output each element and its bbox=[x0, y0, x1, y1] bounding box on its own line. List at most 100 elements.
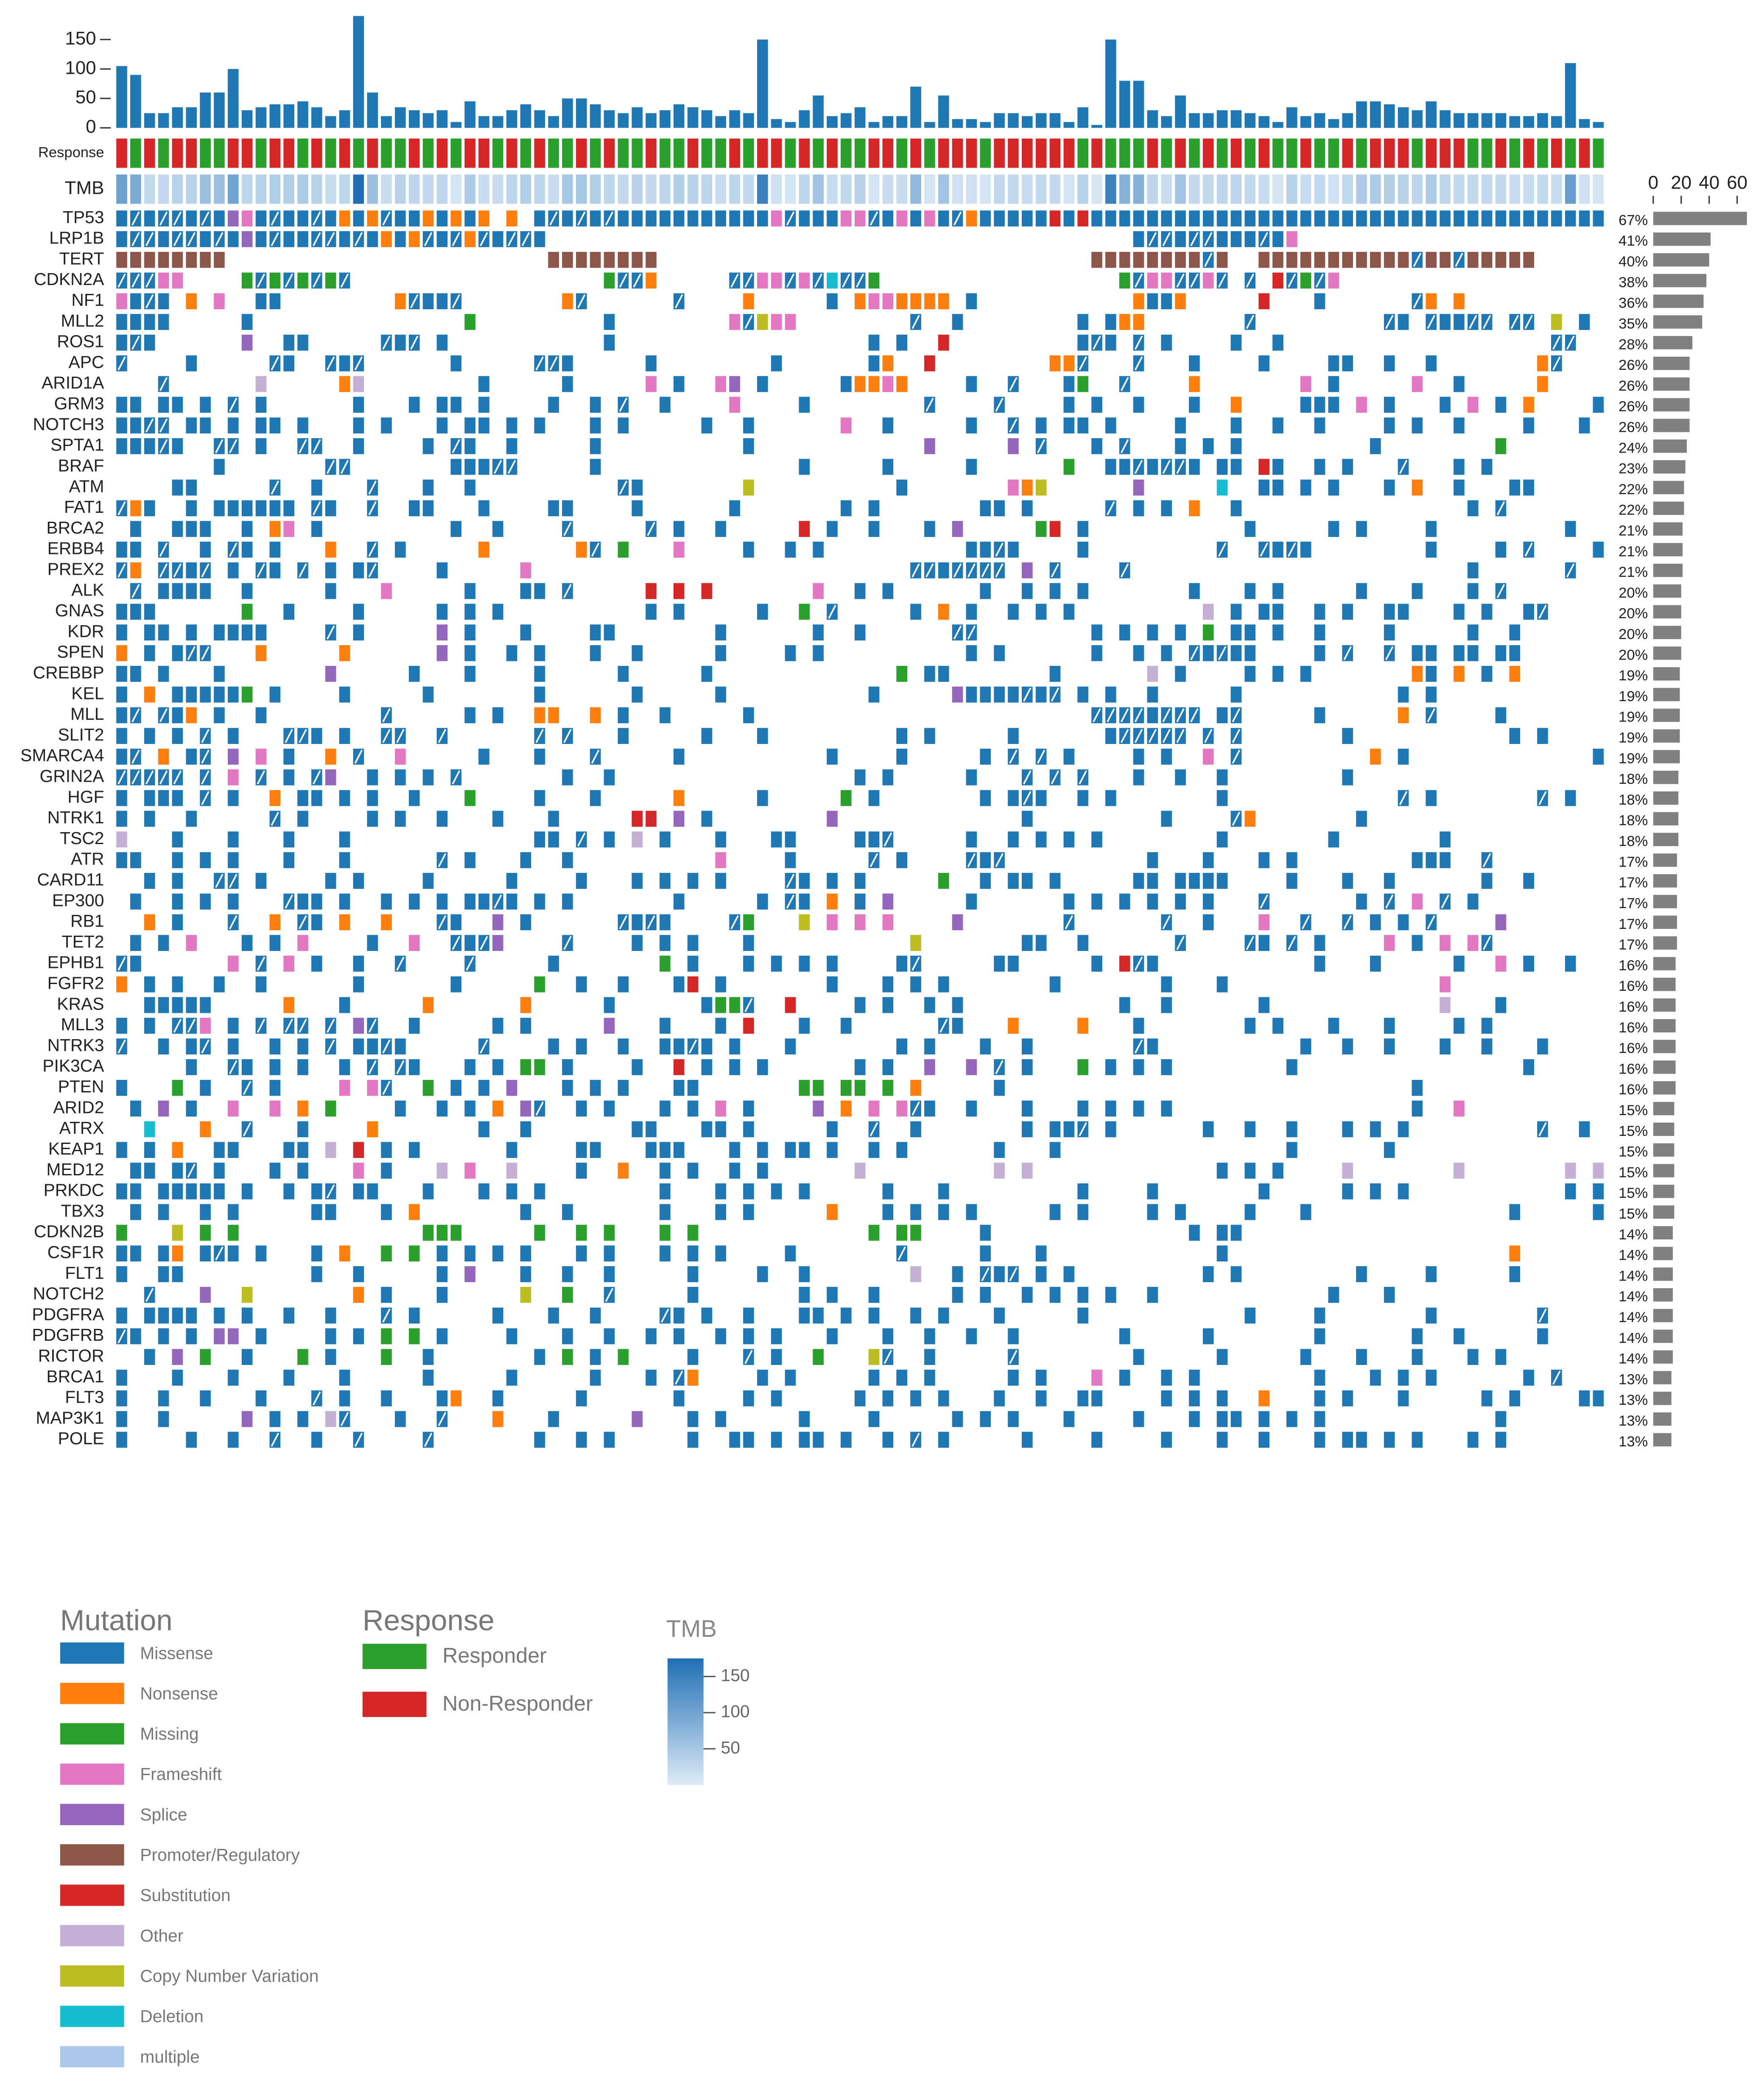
mutation-cell bbox=[325, 542, 336, 558]
frequency-label: 13% bbox=[1619, 1413, 1648, 1429]
cell-slash bbox=[326, 460, 335, 474]
response-cell bbox=[1440, 138, 1451, 168]
mutation-cell bbox=[186, 500, 197, 517]
mutation-cell bbox=[158, 1245, 169, 1262]
mutation-cell bbox=[1258, 252, 1269, 268]
tmb-bar bbox=[1537, 113, 1548, 128]
cell-slash bbox=[1246, 273, 1255, 288]
mutation-cell bbox=[882, 210, 894, 226]
mutation-cell bbox=[241, 583, 253, 599]
tmb-bar bbox=[701, 110, 713, 128]
mutation-cell bbox=[1467, 397, 1479, 413]
mutation-cell bbox=[464, 935, 475, 951]
cell-slash bbox=[1538, 1122, 1547, 1136]
mutation-cell bbox=[1467, 252, 1479, 268]
tmb-bar bbox=[618, 113, 629, 128]
mutation-cell bbox=[646, 272, 657, 289]
mutation-cell bbox=[1412, 893, 1423, 910]
tmb-cell bbox=[297, 174, 308, 204]
mutation-cell bbox=[478, 376, 489, 392]
mutation-cell bbox=[896, 1370, 908, 1386]
mutation-cell bbox=[200, 1286, 211, 1303]
cell-slash bbox=[271, 1432, 280, 1447]
mutation-cell bbox=[618, 1163, 629, 1179]
mutation-cell bbox=[660, 872, 671, 889]
frequency-label: 20% bbox=[1619, 626, 1648, 643]
mutation-cell bbox=[1509, 1266, 1521, 1282]
mutation-cell bbox=[1161, 976, 1172, 993]
tmb-bar bbox=[255, 107, 267, 128]
mutation-cell bbox=[924, 1038, 935, 1055]
cell-slash bbox=[424, 232, 433, 246]
mutation-cell bbox=[1314, 645, 1325, 661]
tmb-bar bbox=[492, 116, 503, 128]
mutation-cell bbox=[172, 1079, 183, 1096]
mutation-cell bbox=[966, 604, 977, 620]
mutation-cell bbox=[1272, 604, 1283, 620]
frequency-label: 19% bbox=[1619, 750, 1648, 766]
tmb-cell bbox=[924, 174, 935, 204]
mutation-cell bbox=[799, 604, 810, 620]
tmb-bar bbox=[1091, 125, 1102, 128]
mutation-cell bbox=[339, 997, 350, 1013]
frequency-label: 21% bbox=[1619, 564, 1648, 580]
cell-slash bbox=[285, 729, 293, 743]
cell-slash bbox=[438, 729, 447, 743]
mutation-cell bbox=[422, 872, 434, 889]
response-cell bbox=[924, 138, 935, 168]
gene-label: CREBBP bbox=[33, 663, 104, 682]
frequency-bar bbox=[1653, 978, 1676, 991]
frequency-bar bbox=[1653, 771, 1679, 784]
mutation-cell bbox=[646, 355, 657, 372]
mutation-cell bbox=[994, 500, 1005, 517]
mutation-cell bbox=[395, 335, 406, 351]
mutation-cell bbox=[1216, 1225, 1228, 1241]
mutation-cell bbox=[618, 252, 629, 268]
frequency-label: 17% bbox=[1619, 875, 1648, 891]
frequency-label: 17% bbox=[1619, 937, 1648, 953]
mutation-cell bbox=[130, 293, 141, 310]
mutation-cell bbox=[269, 500, 281, 517]
mutation-cell bbox=[966, 769, 977, 786]
tmb-bar bbox=[1426, 101, 1437, 128]
cell-slash bbox=[410, 336, 419, 350]
mutation-cell bbox=[269, 293, 281, 310]
mutation-cell bbox=[757, 604, 768, 620]
mutation-cell bbox=[339, 790, 350, 806]
tmb-bar bbox=[1370, 101, 1381, 128]
gene-label: SMARCA4 bbox=[20, 746, 104, 765]
mutation-cell bbox=[1342, 252, 1353, 268]
mutation-cell bbox=[938, 562, 949, 579]
mutation-cell bbox=[1579, 1390, 1590, 1407]
mutation-cell bbox=[353, 1286, 364, 1303]
frequency-bar bbox=[1653, 791, 1679, 805]
mutation-cell bbox=[158, 666, 169, 682]
tmb-cell bbox=[618, 174, 629, 204]
mutation-cell bbox=[827, 749, 838, 765]
frequency-label: 15% bbox=[1619, 1185, 1648, 1201]
mutation-cell bbox=[590, 210, 601, 226]
mutation-cell bbox=[1077, 542, 1088, 558]
response-cell bbox=[1258, 138, 1269, 168]
mutation-cell bbox=[1216, 231, 1228, 247]
mutation-cell bbox=[1244, 1163, 1256, 1179]
cell-slash bbox=[354, 356, 363, 371]
mutation-cell bbox=[1426, 293, 1437, 310]
cell-slash bbox=[967, 625, 976, 640]
tmb-cell bbox=[534, 174, 545, 204]
tmb-bar bbox=[1008, 113, 1019, 128]
frequency-label: 19% bbox=[1619, 709, 1648, 725]
mutation-cell bbox=[255, 624, 267, 640]
mutation-cell bbox=[757, 1370, 768, 1386]
mutation-cell bbox=[938, 666, 949, 682]
cell-slash bbox=[1107, 708, 1115, 722]
mutation-cell bbox=[1300, 542, 1311, 558]
mutation-cell bbox=[1300, 272, 1311, 289]
tmb-cell bbox=[227, 174, 239, 204]
tmb-cell bbox=[1342, 174, 1353, 204]
cell-slash bbox=[326, 625, 335, 640]
mutation-cell bbox=[1063, 1411, 1075, 1427]
mutation-cell bbox=[952, 997, 963, 1013]
cell-slash bbox=[173, 1018, 182, 1033]
tmb-cell bbox=[673, 174, 685, 204]
